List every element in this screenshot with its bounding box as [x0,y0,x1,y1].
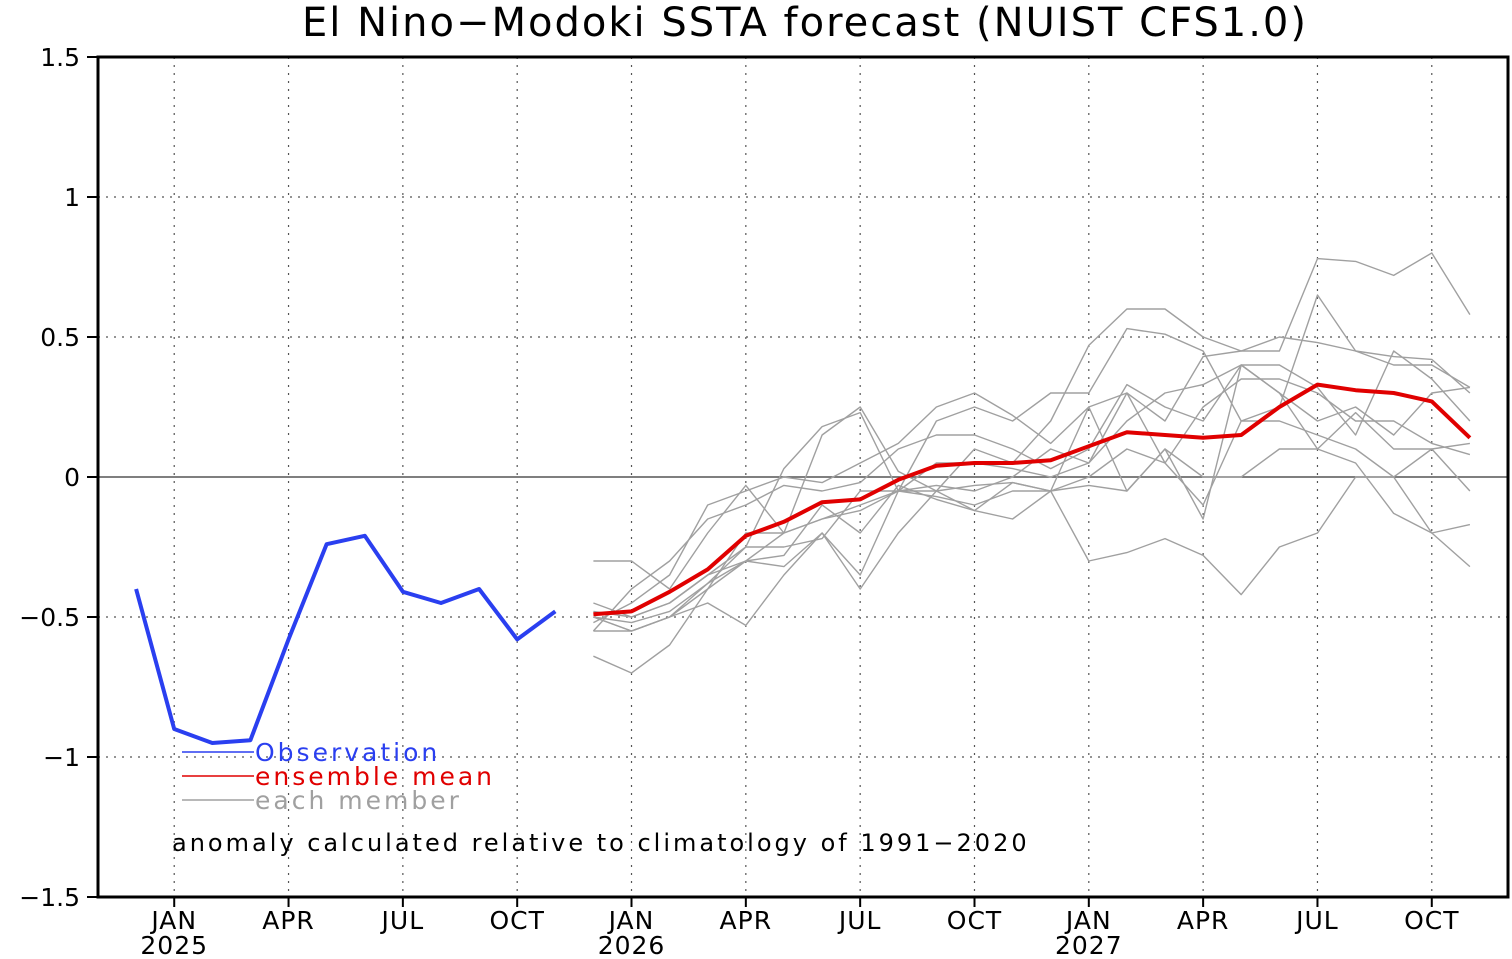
y-tick-label: 0.5 [40,323,80,352]
member-line-9 [593,364,1471,632]
ensemble-mean-line [593,382,1472,617]
y-tick-label: 1.5 [40,43,80,72]
x-tick-year-label: 2025 [140,931,208,959]
y-tick-label: 0 [64,463,80,492]
legend-label-observation: Observation [255,738,440,767]
member-line-1 [593,252,1471,590]
x-tick-label: OCT [1404,906,1459,935]
x-tick-label: APR [262,906,315,935]
x-tick-year-label: 2026 [598,931,666,959]
x-tick-label: JAN [149,906,197,935]
member-line-4 [592,350,1471,632]
x-tick-label: JUL [380,906,425,935]
climatology-note: anomaly calculated relative to climatolo… [172,829,1030,857]
legend-label-each-member: each member [255,786,462,815]
observation-line [134,533,557,745]
x-tick-label: APR [720,906,773,935]
y-axis-ticks: 1.5 1 0.5 0 −0.5 −1 −1.5 [19,43,98,912]
legend: Observation ensemble mean each member [182,738,495,815]
x-tick-label: APR [1177,906,1230,935]
x-tick-label: JUL [1294,906,1339,935]
member-line-3 [593,336,1471,624]
y-tick-label: −0.5 [19,603,80,632]
member-line-8 [593,392,1471,632]
y-tick-label: 1 [64,183,80,212]
member-line-7 [593,411,1471,674]
x-tick-label: OCT [489,906,544,935]
chart-title: El Nino−Modoki SSTA forecast (NUIST CFS1… [302,0,1308,46]
y-tick-label: −1 [43,743,80,772]
x-tick-label: OCT [947,906,1002,935]
plot-frame [96,55,1510,899]
member-line-6 [593,378,1471,618]
legend-label-ensemble-mean: ensemble mean [255,762,495,791]
x-tick-label: JAN [607,906,655,935]
member-line-2 [593,294,1471,618]
y-tick-label: −1.5 [19,883,80,912]
x-tick-label: JAN [1064,906,1112,935]
x-tick-label: JUL [837,906,882,935]
x-tick-year-label: 2027 [1055,931,1123,959]
series-lines [134,382,1472,745]
member-line-10 [593,442,1471,624]
